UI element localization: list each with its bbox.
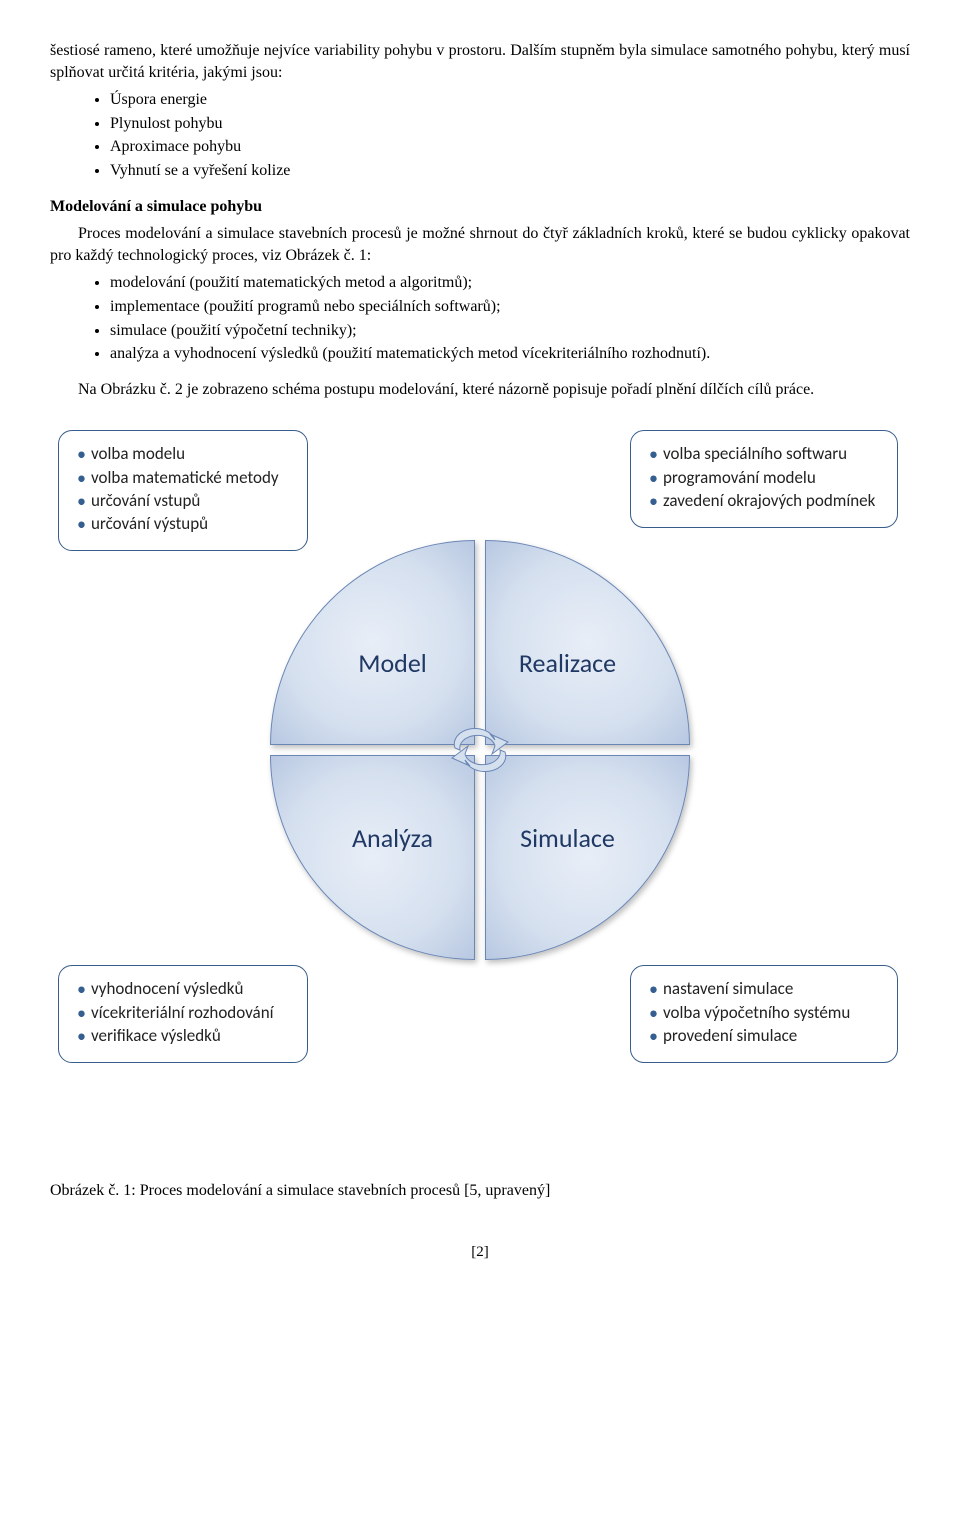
page-number: [2] bbox=[50, 1242, 910, 1262]
diagram-box-simulace: nastavení simulace volba výpočetního sys… bbox=[630, 965, 898, 1063]
quadrant-analyza: Analýza bbox=[270, 755, 475, 960]
box-item: vyhodnocení výsledků bbox=[77, 978, 293, 999]
steps-list: modelování (použití matematických metod … bbox=[50, 272, 910, 364]
section-para-2: Na Obrázku č. 2 je zobrazeno schéma post… bbox=[50, 379, 910, 401]
intro-paragraph: šestiosé rameno, které umožňuje nejvíce … bbox=[50, 40, 910, 83]
box-item: programování modelu bbox=[649, 467, 883, 488]
box-item: volba speciálního softwaru bbox=[649, 443, 883, 464]
section-heading: Modelování a simulace pohybu bbox=[50, 196, 910, 218]
quadrant-label: Model bbox=[358, 647, 427, 679]
box-item: určování výstupů bbox=[77, 513, 293, 534]
box-item: provedení simulace bbox=[649, 1025, 883, 1046]
figure-caption: Obrázek č. 1: Proces modelování a simula… bbox=[50, 1180, 910, 1202]
box-item: určování vstupů bbox=[77, 490, 293, 511]
quadrant-label: Realizace bbox=[519, 647, 616, 679]
quadrant-model: Model bbox=[270, 540, 475, 745]
step-item: simulace (použití výpočetní techniky); bbox=[110, 320, 910, 342]
process-diagram: volba modelu volba matematické metody ur… bbox=[50, 430, 910, 1150]
quadrant-simulace: Simulace bbox=[485, 755, 690, 960]
criteria-item: Aproximace pohybu bbox=[110, 136, 910, 158]
quadrant-label: Analýza bbox=[352, 822, 433, 854]
criteria-item: Vyhnutí se a vyřešení kolize bbox=[110, 160, 910, 182]
step-item: implementace (použití programů nebo spec… bbox=[110, 296, 910, 318]
box-item: zavedení okrajových podmínek bbox=[649, 490, 883, 511]
cycle-arrows-icon bbox=[440, 720, 520, 780]
diagram-box-realizace: volba speciálního softwaru programování … bbox=[630, 430, 898, 528]
box-item: volba výpočetního systému bbox=[649, 1002, 883, 1023]
criteria-list: Úspora energie Plynulost pohybu Aproxima… bbox=[50, 89, 910, 181]
quadrant-realizace: Realizace bbox=[485, 540, 690, 745]
diagram-box-analyza: vyhodnocení výsledků vícekriteriální roz… bbox=[58, 965, 308, 1063]
quadrant-label: Simulace bbox=[520, 822, 615, 854]
box-item: vícekriteriální rozhodování bbox=[77, 1002, 293, 1023]
section-para-1: Proces modelování a simulace stavebních … bbox=[50, 223, 910, 266]
box-item: volba modelu bbox=[77, 443, 293, 464]
criteria-item: Úspora energie bbox=[110, 89, 910, 111]
step-item: analýza a vyhodnocení výsledků (použití … bbox=[110, 343, 910, 365]
diagram-box-model: volba modelu volba matematické metody ur… bbox=[58, 430, 308, 551]
box-item: nastavení simulace bbox=[649, 978, 883, 999]
step-item: modelování (použití matematických metod … bbox=[110, 272, 910, 294]
box-item: verifikace výsledků bbox=[77, 1025, 293, 1046]
criteria-item: Plynulost pohybu bbox=[110, 113, 910, 135]
box-item: volba matematické metody bbox=[77, 467, 293, 488]
